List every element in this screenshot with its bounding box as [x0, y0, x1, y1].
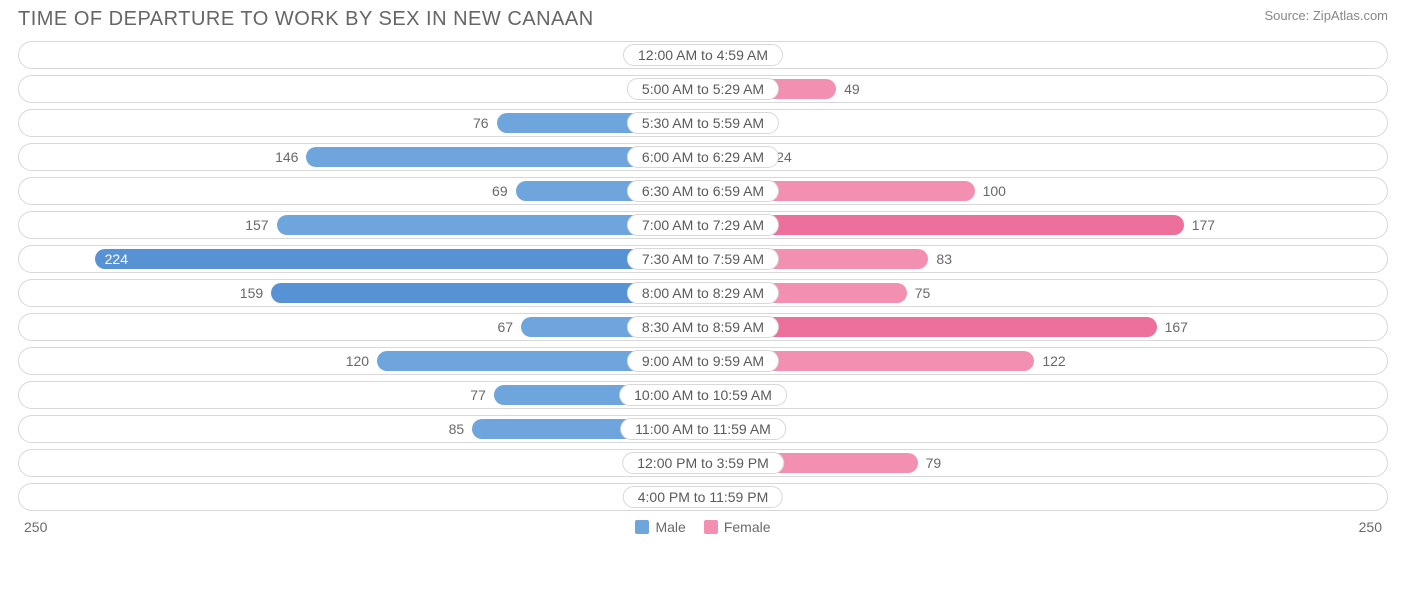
value-female: 49	[836, 81, 860, 97]
value-male: 67	[497, 319, 521, 335]
legend-item-male: Male	[635, 519, 685, 535]
axis-max-left: 250	[24, 519, 47, 535]
chart-row: 004:00 PM to 11:59 PM	[18, 483, 1388, 511]
bar-male: 224	[95, 249, 703, 269]
value-male: 159	[240, 285, 271, 301]
category-label: 5:30 AM to 5:59 AM	[627, 112, 779, 134]
chart-row: 69 100 6:30 AM to 6:59 AM	[18, 177, 1388, 205]
chart-row: 146246:00 AM to 6:29 AM	[18, 143, 1388, 171]
chart-row: 224 83 7:30 AM to 7:59 AM	[18, 245, 1388, 273]
value-male: 77	[470, 387, 494, 403]
category-label: 12:00 AM to 4:59 AM	[623, 44, 783, 66]
value-male: 157	[245, 217, 276, 233]
legend: Male Female	[635, 519, 770, 535]
legend-swatch-male	[635, 520, 649, 534]
value-female: 100	[975, 183, 1006, 199]
chart-row: 4012:00 AM to 4:59 AM	[18, 41, 1388, 69]
category-label: 8:30 AM to 8:59 AM	[627, 316, 779, 338]
value-male: 224	[105, 251, 128, 267]
value-female: 167	[1157, 319, 1188, 335]
chart-row: 7605:30 AM to 5:59 AM	[18, 109, 1388, 137]
chart-header: TIME OF DEPARTURE TO WORK BY SEX IN NEW …	[0, 0, 1406, 35]
chart-title: TIME OF DEPARTURE TO WORK BY SEX IN NEW …	[18, 8, 594, 31]
chart-row: 14495:00 AM to 5:29 AM	[18, 75, 1388, 103]
category-label: 9:00 AM to 9:59 AM	[627, 350, 779, 372]
value-male: 85	[449, 421, 473, 437]
chart-area: 4012:00 AM to 4:59 AM14495:00 AM to 5:29…	[0, 35, 1406, 511]
category-label: 5:00 AM to 5:29 AM	[627, 78, 779, 100]
chart-footer: 250 Male Female 250	[0, 517, 1406, 535]
chart-row: 157 177 7:00 AM to 7:29 AM	[18, 211, 1388, 239]
value-male: 146	[275, 149, 306, 165]
category-label: 4:00 PM to 11:59 PM	[623, 486, 783, 508]
value-male: 120	[346, 353, 377, 369]
value-male: 69	[492, 183, 516, 199]
value-male: 76	[473, 115, 497, 131]
category-label: 12:00 PM to 3:59 PM	[622, 452, 784, 474]
chart-row: 772110:00 AM to 10:59 AM	[18, 381, 1388, 409]
chart-row: 120 122 9:00 AM to 9:59 AM	[18, 347, 1388, 375]
value-female: 122	[1034, 353, 1065, 369]
value-female: 75	[907, 285, 931, 301]
category-label: 10:00 AM to 10:59 AM	[619, 384, 787, 406]
category-label: 6:00 AM to 6:29 AM	[627, 146, 779, 168]
chart-row: 117912:00 PM to 3:59 PM	[18, 449, 1388, 477]
axis-max-right: 250	[1359, 519, 1382, 535]
legend-label-female: Female	[724, 519, 771, 535]
category-label: 7:00 AM to 7:29 AM	[627, 214, 779, 236]
chart-source: Source: ZipAtlas.com	[1264, 8, 1388, 23]
chart-row: 67 167 8:30 AM to 8:59 AM	[18, 313, 1388, 341]
legend-label-male: Male	[655, 519, 685, 535]
legend-swatch-female	[704, 520, 718, 534]
value-female: 177	[1184, 217, 1215, 233]
chart-row: 159 75 8:00 AM to 8:29 AM	[18, 279, 1388, 307]
chart-row: 851011:00 AM to 11:59 AM	[18, 415, 1388, 443]
value-female: 83	[928, 251, 952, 267]
value-female: 79	[918, 455, 942, 471]
category-label: 7:30 AM to 7:59 AM	[627, 248, 779, 270]
category-label: 8:00 AM to 8:29 AM	[627, 282, 779, 304]
category-label: 11:00 AM to 11:59 AM	[620, 418, 786, 440]
legend-item-female: Female	[704, 519, 771, 535]
category-label: 6:30 AM to 6:59 AM	[627, 180, 779, 202]
